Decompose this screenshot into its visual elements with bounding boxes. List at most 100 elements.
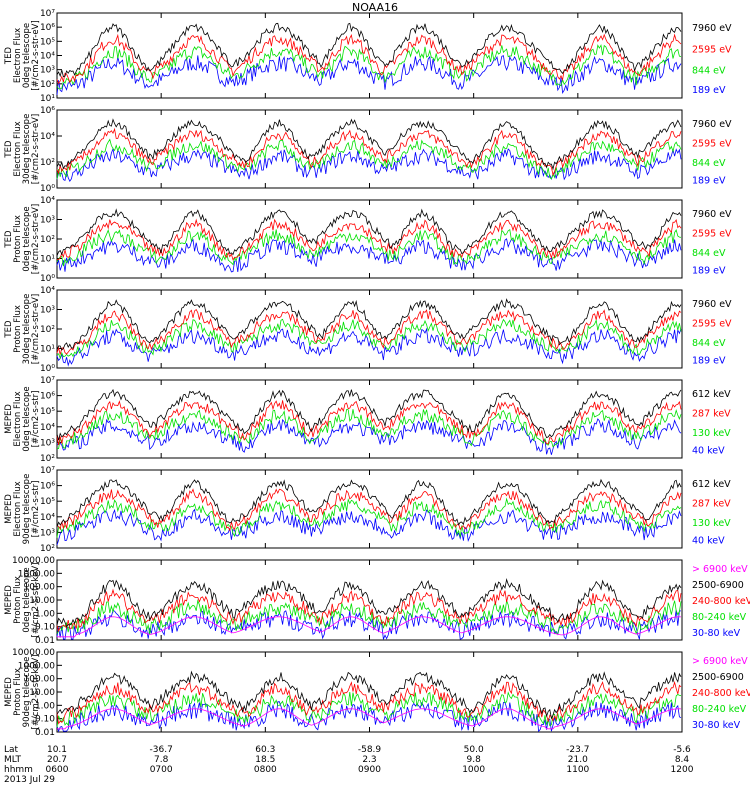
footer-value: 0600 <box>46 765 69 775</box>
footer-row-label: hhmm <box>4 765 33 775</box>
legend-entry: 612 keV <box>692 479 731 490</box>
y-tick-label: 10² <box>40 325 55 335</box>
legend-entry: 7960 eV <box>692 119 732 130</box>
y-axis-label: TED <box>4 320 14 339</box>
panel-7: 0.01 0.10 1.00 10.00 100.00 1000.00 10000.00 ME… <box>4 556 750 646</box>
y-axis-label: 30deg telescope <box>22 114 32 185</box>
legend-entry: 240-800 keV <box>692 688 750 699</box>
y-axis-label: 90deg telescope <box>22 474 32 545</box>
legend-entry: 30-80 keV <box>692 720 741 731</box>
y-tick-label: 100.00 <box>24 583 56 593</box>
footer-value: 0800 <box>254 765 277 775</box>
y-tick-label: 10³ <box>40 438 55 448</box>
y-tick-label: 10⁰ <box>40 364 55 374</box>
legend-entry: 287 keV <box>692 499 731 510</box>
legend-entry: 2595 eV <box>692 139 732 150</box>
footer-value: 0900 <box>358 765 381 775</box>
footer-value: 9.8 <box>467 755 482 765</box>
series-line <box>56 127 682 177</box>
legend-entry: 130 keV <box>692 428 731 439</box>
legend-entry: 80-240 keV <box>692 704 747 715</box>
panel-6: 10² 10³ 10⁴ 10⁵ 10⁶ 10⁷ MEPED Electron Flux 90de… <box>4 466 731 554</box>
series-line <box>56 298 682 351</box>
series-line <box>56 228 682 267</box>
series-line <box>56 680 682 725</box>
y-tick-label: 10000.00 <box>12 648 55 658</box>
y-tick-label: 0.01 <box>35 636 55 646</box>
panel-3: 10⁰ 10¹ 10² 10³ 10⁴ TED Proton Flux 0deg telesc… <box>4 196 732 284</box>
series-line <box>56 138 682 180</box>
y-tick-label: 10⁴ <box>40 132 55 142</box>
y-tick-label: 10⁵ <box>40 37 55 47</box>
panel-frame <box>56 199 683 279</box>
legend-entry: 844 eV <box>692 338 726 349</box>
y-axis-label: MEPED <box>4 585 14 615</box>
y-tick-label: 0.01 <box>35 728 55 738</box>
y-tick-label: 10² <box>40 454 55 464</box>
y-tick-label: 1000.00 <box>18 661 55 671</box>
legend-entry: 287 keV <box>692 409 731 420</box>
y-tick-label: 10⁴ <box>40 196 55 206</box>
footer-value: -23.7 <box>566 745 589 755</box>
series-line <box>56 388 682 441</box>
y-tick-label: 10⁰ <box>40 274 55 284</box>
y-tick-label: 10² <box>40 544 55 554</box>
y-tick-label: 10.00 <box>29 596 55 606</box>
legend-entry: 7960 eV <box>692 23 732 34</box>
footer-value: 1100 <box>566 765 589 775</box>
y-tick-label: 10⁷ <box>40 466 55 476</box>
y-axis-label: 0deg telescope <box>22 386 32 451</box>
legend-entry: 844 eV <box>692 248 726 259</box>
y-tick-label: 10⁶ <box>40 23 55 33</box>
series-line <box>56 418 682 455</box>
y-tick-label: 10⁴ <box>40 513 55 523</box>
chart-title: NOAA16 <box>351 1 399 14</box>
panel-2: 10⁰ 10² 10⁴ 10⁶ TED Electron Flux 30deg telesc… <box>4 106 732 194</box>
panel-frame <box>56 109 683 189</box>
legend-entry: 189 eV <box>692 356 726 367</box>
footer-value: 50.0 <box>464 745 484 755</box>
footer-value: 7.8 <box>154 755 169 765</box>
series-line <box>56 609 682 640</box>
legend-entry: 7960 eV <box>692 299 732 310</box>
y-tick-label: 10000.00 <box>12 556 55 566</box>
y-axis-label: Proton Flux <box>13 215 23 263</box>
footer-value: -36.7 <box>150 745 173 755</box>
footer-value: 18.5 <box>255 755 275 765</box>
y-tick-label: 10⁴ <box>40 52 55 62</box>
y-tick-label: 10⁵ <box>40 407 55 417</box>
series-line <box>56 308 682 355</box>
y-tick-label: 10⁵ <box>40 497 55 507</box>
series-line <box>56 44 682 90</box>
legend-entry: 2500-6900 <box>692 672 744 683</box>
y-axis-label: [#/cm2-s-str-eV] <box>31 294 41 364</box>
y-axis-label: 0deg telescope <box>22 23 32 88</box>
series-line <box>56 238 682 273</box>
legend-entry: 130 keV <box>692 518 731 529</box>
legend-entry: > 6900 keV <box>692 564 748 575</box>
legend-entry: 189 eV <box>692 176 726 187</box>
footer-value: 8.4 <box>675 755 690 765</box>
footer-row-label: MLT <box>4 755 22 765</box>
legend-entry: > 6900 keV <box>692 656 748 667</box>
y-tick-label: 10⁶ <box>40 106 55 116</box>
y-axis-label: Proton Flux <box>13 576 23 624</box>
legend-entry: 30-80 keV <box>692 628 741 639</box>
y-tick-label: 10⁷ <box>40 376 55 386</box>
y-tick-label: 10³ <box>40 528 55 538</box>
y-tick-label: 10⁷ <box>40 9 55 19</box>
footer-value: -5.6 <box>673 745 691 755</box>
y-tick-label: 10¹ <box>40 94 55 104</box>
y-tick-label: 10⁴ <box>40 423 55 433</box>
y-tick-label: 10³ <box>40 66 55 76</box>
legend-entry: 2595 eV <box>692 44 732 55</box>
legend-entry: 844 eV <box>692 158 726 169</box>
y-axis-label: MEPED <box>4 494 14 524</box>
y-axis-label: [#/cm2-s-str-eV] <box>31 204 41 274</box>
legend-entry: 189 eV <box>692 85 726 96</box>
y-axis-label: Electron Flux <box>13 481 23 536</box>
series-line <box>56 118 682 171</box>
series-line <box>56 22 682 78</box>
y-tick-label: 100.00 <box>24 675 56 685</box>
